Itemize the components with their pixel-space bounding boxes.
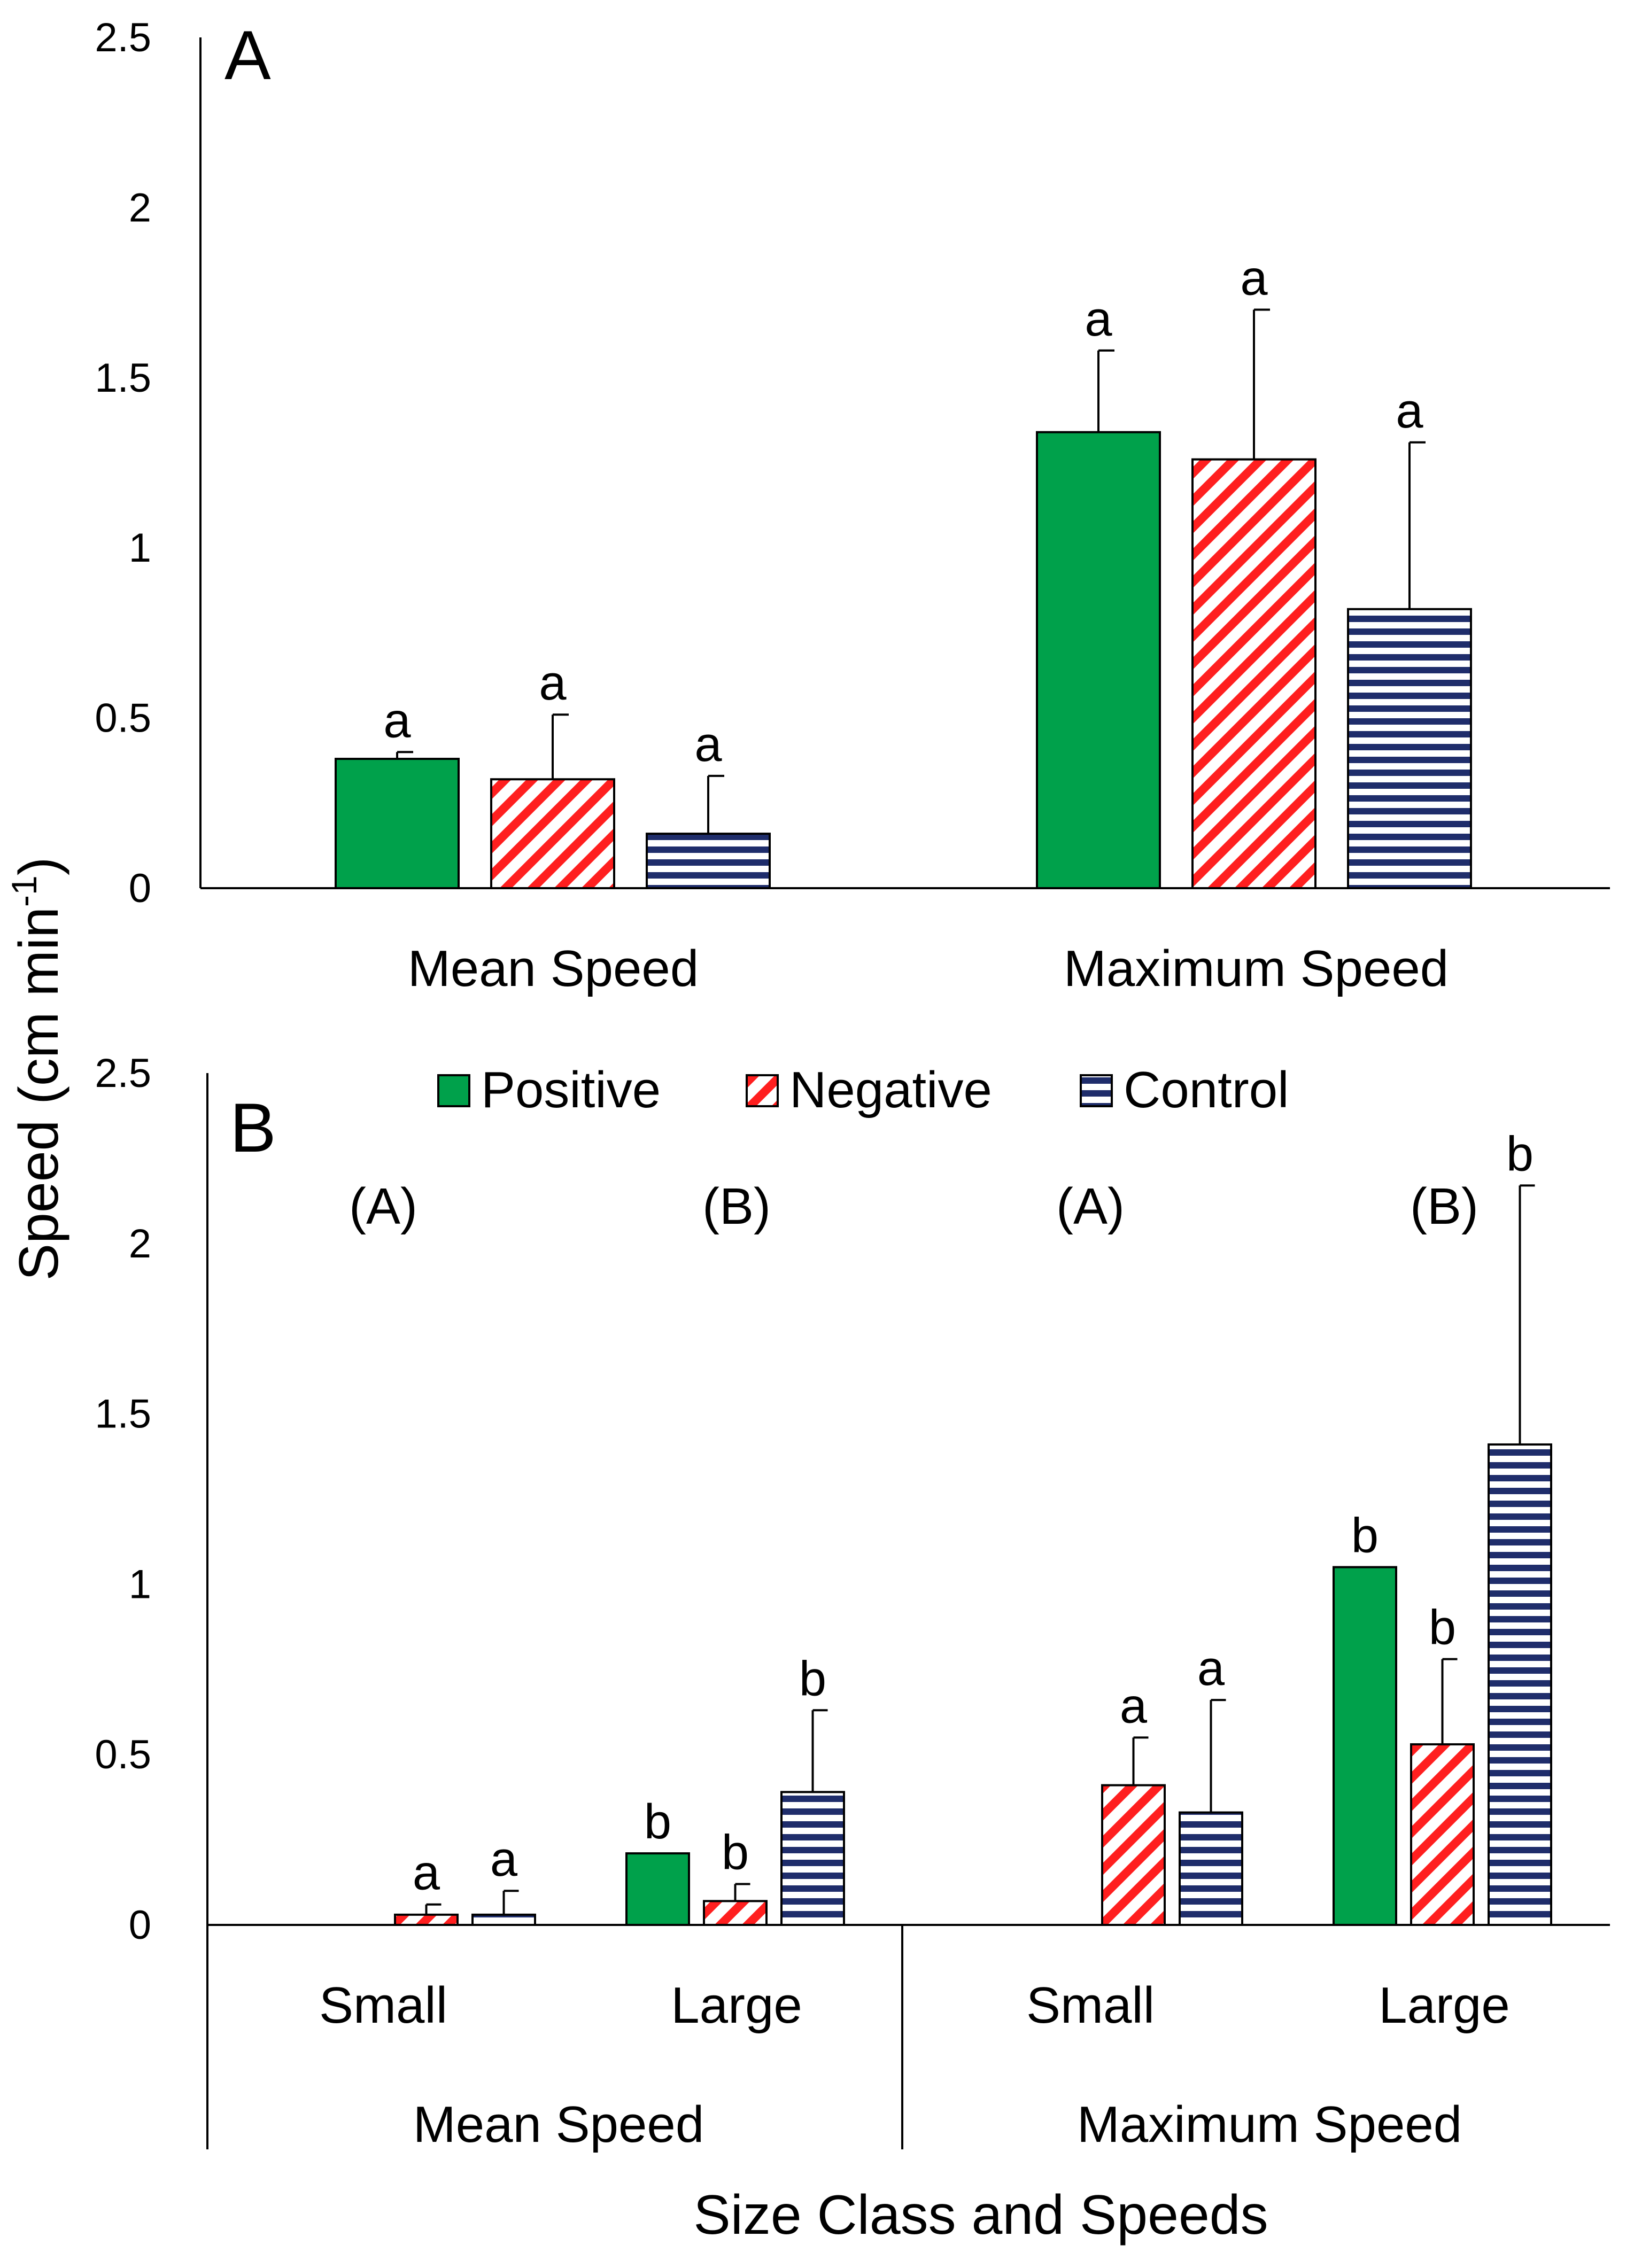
legend-swatch-positive bbox=[437, 1074, 470, 1107]
legend-swatch-control bbox=[1080, 1074, 1113, 1107]
legend-swatch-negative bbox=[746, 1074, 779, 1107]
bar-negative bbox=[1191, 458, 1317, 889]
panel-a-y-tick-label: 2.5 bbox=[95, 15, 151, 60]
significance-letter: b bbox=[1429, 1601, 1456, 1655]
bar-control bbox=[646, 833, 771, 890]
panel-b-y-tick-label: 2.5 bbox=[95, 1051, 151, 1096]
panel-b-category-label: Small bbox=[1026, 1977, 1155, 2034]
panel-a-bars: a a a a a a bbox=[335, 251, 1472, 890]
legend-label-positive: Positive bbox=[481, 1061, 661, 1119]
x-axis-title: Size Class and Speeds bbox=[693, 2184, 1268, 2246]
bar-negative bbox=[394, 1913, 459, 1927]
significance-letter: a bbox=[1240, 251, 1268, 305]
legend: Positive Negative Control bbox=[437, 1061, 1289, 1119]
y-axis-title-close: ) bbox=[8, 857, 70, 876]
significance-letter: a bbox=[539, 656, 567, 710]
panel-b-y-ticks: 0 0.5 1 1.5 2 2.5 bbox=[95, 1051, 151, 1948]
panel-b-y-tick-label: 1 bbox=[129, 1562, 151, 1607]
legend-label-negative: Negative bbox=[789, 1061, 992, 1119]
significance-letter: b bbox=[799, 1651, 826, 1706]
bar-control bbox=[1488, 1443, 1552, 1926]
panel-a-y-tick-label: 0.5 bbox=[95, 696, 151, 741]
panel-b-label: B bbox=[230, 1089, 276, 1167]
bar-positive bbox=[335, 758, 460, 889]
panel-a-y-ticks: 0 0.5 1 1.5 2 2.5 bbox=[95, 15, 151, 911]
panel-b-group-letter: (B) bbox=[1410, 1178, 1478, 1235]
panel-b-category-label: Large bbox=[1379, 1977, 1510, 2034]
y-axis-title-text: Speed (cm min bbox=[8, 907, 70, 1280]
legend-label-control: Control bbox=[1124, 1061, 1289, 1119]
panel-b-y-tick-label: 1.5 bbox=[95, 1392, 151, 1437]
panel-a-y-tick-label: 0 bbox=[129, 866, 151, 911]
y-axis-title-superscript: -1 bbox=[4, 875, 44, 907]
panel-a-y-tick-label: 1 bbox=[129, 525, 151, 571]
panel-b-categories: Small (A) Large (B) Small (A) Large (B) bbox=[319, 1178, 1510, 2034]
significance-letter: b bbox=[644, 1795, 671, 1849]
significance-letter: b bbox=[1351, 1509, 1379, 1563]
panel-b-y-tick-label: 0 bbox=[129, 1902, 151, 1948]
bar-positive bbox=[1333, 1566, 1397, 1926]
panel-a-label: A bbox=[224, 16, 271, 94]
bar-positive bbox=[625, 1852, 690, 1926]
bar-control bbox=[1347, 608, 1472, 889]
significance-letter: b bbox=[1506, 1127, 1534, 1181]
panel-a-y-tick-label: 1.5 bbox=[95, 355, 151, 401]
bar-positive bbox=[1036, 431, 1161, 889]
panel-a-y-tick-label: 2 bbox=[129, 185, 151, 230]
significance-letter: a bbox=[694, 717, 722, 772]
bar-control bbox=[1179, 1811, 1243, 1927]
y-axis-title: Speed (cm min-1) bbox=[4, 857, 70, 1281]
significance-letter: b bbox=[722, 1825, 749, 1879]
significance-letter: a bbox=[1396, 384, 1423, 438]
significance-letter: a bbox=[1197, 1641, 1225, 1696]
significance-letter: a bbox=[413, 1846, 440, 1900]
panel-b-category-label: Large bbox=[671, 1977, 802, 2034]
bar-negative bbox=[703, 1900, 768, 1926]
bar-negative bbox=[490, 778, 615, 889]
panel-a-category-max: Maximum Speed bbox=[1064, 940, 1449, 997]
significance-letter: a bbox=[1085, 292, 1112, 346]
panel-b-y-tick-label: 0.5 bbox=[95, 1732, 151, 1777]
panel-b-y-tick-label: 2 bbox=[129, 1221, 151, 1267]
bar-negative bbox=[1410, 1743, 1475, 1927]
bar-negative bbox=[1101, 1784, 1166, 1926]
panel-a-category-mean: Mean Speed bbox=[408, 940, 699, 997]
panel-b-group-mean: Mean Speed bbox=[413, 2096, 704, 2153]
bar-control bbox=[471, 1913, 536, 1927]
bar-control bbox=[780, 1791, 845, 1926]
panel-b-group-letter: (B) bbox=[702, 1178, 771, 1235]
significance-letter: a bbox=[383, 693, 411, 748]
significance-letter: a bbox=[1120, 1679, 1148, 1733]
panel-a: A 0 0.5 1 1.5 2 2.5 a a a a a a Mean Speed Maximum… bbox=[95, 15, 1610, 997]
panel-b-group-letter: (A) bbox=[349, 1178, 417, 1235]
panel-b-category-label: Small bbox=[319, 1977, 447, 2034]
panel-b-group-letter: (A) bbox=[1056, 1178, 1125, 1235]
significance-letter: a bbox=[490, 1832, 518, 1886]
panel-b-group-max: Maximum Speed bbox=[1077, 2096, 1462, 2153]
